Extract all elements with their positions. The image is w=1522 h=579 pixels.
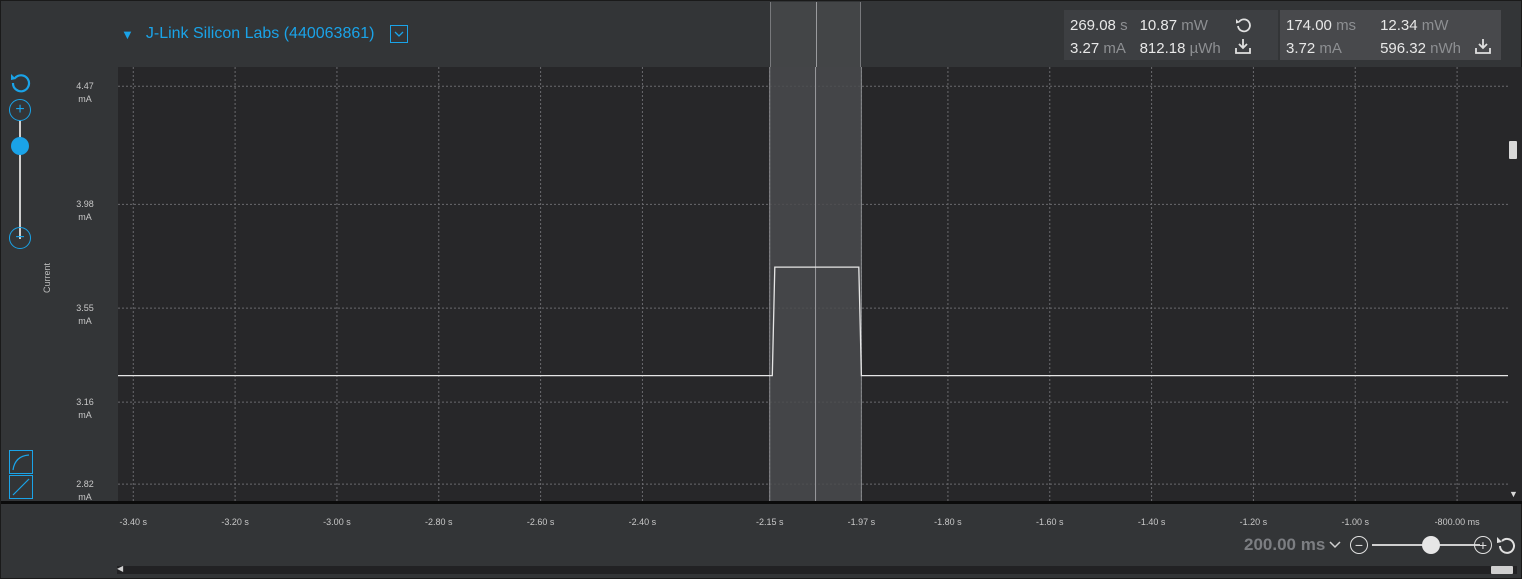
x-tick-label: -2.80 s xyxy=(425,517,453,527)
selection-duration-unit: ms xyxy=(1336,17,1357,34)
time-per-div-selector[interactable]: 200.00 ms xyxy=(1244,535,1341,555)
current-plot[interactable] xyxy=(118,67,1508,501)
y-tick-unit: mA xyxy=(78,492,92,503)
x-reset-icon[interactable] xyxy=(1496,535,1516,555)
x-tick-label: -3.40 s xyxy=(119,517,148,527)
y-zoom-out-button[interactable]: − xyxy=(9,227,31,249)
selection-stats-col-1: 174.00 ms 3.72 mA xyxy=(1280,10,1362,60)
window-power: 10.87 xyxy=(1139,17,1178,34)
chevron-down-icon[interactable] xyxy=(390,25,409,43)
selection-power-unit: mW xyxy=(1421,17,1449,34)
y-tick-label: 4.47 mA xyxy=(67,80,103,106)
x-tick-label: -2.40 s xyxy=(628,517,657,527)
x-tick-label: -2.60 s xyxy=(526,517,555,527)
x-tick-label: -2.15 s xyxy=(755,517,784,527)
window-energy: 812.18 xyxy=(1139,40,1186,57)
window-energy-unit: µWh xyxy=(1189,40,1221,57)
window-stat-actions xyxy=(1227,10,1259,60)
window-power-unit: mW xyxy=(1181,17,1208,34)
chevron-down-icon[interactable] xyxy=(1329,540,1341,550)
line-style-curve-button[interactable] xyxy=(9,450,33,474)
export-selection-icon[interactable] xyxy=(1475,38,1491,54)
x-tick-label: -1.97 s xyxy=(847,517,876,527)
window-stats-col-2: 10.87 mW 812.18 µWh xyxy=(1134,10,1227,60)
vertical-scroll-thumb[interactable] xyxy=(1509,141,1517,159)
device-name: J-Link Silicon Labs (440063861) xyxy=(145,25,375,42)
selection-stat-actions xyxy=(1467,10,1499,60)
horizontal-scrollbar[interactable]: ◀ xyxy=(117,564,1517,574)
x-tick-label: -3.00 s xyxy=(323,517,351,527)
horizontal-scroll-thumb[interactable] xyxy=(1491,566,1513,574)
line-style-linear-button[interactable] xyxy=(9,475,33,499)
cursor-header-line xyxy=(815,2,817,67)
x-tick-label: -1.40 s xyxy=(1137,517,1166,527)
x-tick-label: -800.00 ms xyxy=(1434,517,1480,527)
y-tick-value: 3.16 xyxy=(76,397,94,408)
vertical-zoom-control: + − xyxy=(9,71,31,251)
x-zoom-out-button[interactable]: − xyxy=(1350,536,1368,554)
y-tick-unit: mA xyxy=(78,410,92,421)
plot-divider xyxy=(1,501,1522,504)
y-tick-value: 3.55 xyxy=(76,303,94,314)
window-current-unit: mA xyxy=(1103,40,1126,57)
x-tick-label: -1.60 s xyxy=(1035,517,1064,527)
selection-current: 3.72 xyxy=(1286,40,1316,57)
linear-icon xyxy=(12,478,30,496)
horizontal-zoom-control: − + xyxy=(1350,536,1520,556)
selection-stats-panel: 174.00 ms 3.72 mA 12.34 mW 596.32 nWh xyxy=(1280,10,1501,60)
y-zoom-in-button[interactable]: + xyxy=(9,99,31,121)
x-tick-label: -1.00 s xyxy=(1341,517,1370,527)
selection-energy-unit: nWh xyxy=(1430,40,1461,57)
reset-icon[interactable] xyxy=(1235,17,1251,33)
y-tick-label: 3.98 mA xyxy=(67,198,103,224)
y-tick-unit: mA xyxy=(78,212,92,223)
window-stats-col-1: 269.08 s 3.27 mA xyxy=(1064,10,1134,60)
selection-current-unit: mA xyxy=(1319,40,1342,57)
selection-duration: 174.00 xyxy=(1286,17,1332,34)
x-tick-label: -1.80 s xyxy=(934,517,962,527)
time-per-div-value: 200.00 ms xyxy=(1244,535,1326,554)
y-reset-icon[interactable] xyxy=(9,71,31,93)
y-tick-value: 2.82 xyxy=(76,479,94,490)
window-current: 3.27 xyxy=(1070,40,1100,57)
y-zoom-track[interactable] xyxy=(19,121,21,239)
curve-icon xyxy=(12,454,30,471)
selection-energy: 596.32 xyxy=(1380,40,1426,57)
current-trace xyxy=(118,266,1508,377)
y-tick-value: 3.98 xyxy=(76,199,94,210)
window-duration: 269.08 xyxy=(1070,17,1116,34)
scroll-down-arrow-icon[interactable]: ▼ xyxy=(1509,489,1518,499)
x-zoom-knob[interactable] xyxy=(1422,536,1440,554)
y-axis-label: Current xyxy=(42,263,52,294)
x-tick-label: -3.20 s xyxy=(221,517,249,527)
y-tick-label: 2.82 mA xyxy=(67,478,103,504)
y-zoom-knob[interactable] xyxy=(11,137,29,155)
export-icon[interactable] xyxy=(1234,38,1251,54)
device-selector[interactable]: ▼ J-Link Silicon Labs (440063861) xyxy=(121,25,409,43)
collapse-triangle-icon[interactable]: ▼ xyxy=(121,26,134,42)
y-tick-unit: mA xyxy=(78,94,92,105)
vertical-scrollbar[interactable]: ▼ xyxy=(1508,67,1522,501)
y-tick-unit: mA xyxy=(78,316,92,327)
selection-stats-col-2: 12.34 mW 596.32 nWh xyxy=(1362,10,1467,60)
x-zoom-in-button[interactable]: + xyxy=(1474,536,1492,554)
selection-power: 12.34 xyxy=(1380,17,1418,34)
window-duration-unit: s xyxy=(1120,17,1128,34)
plot-canvas[interactable] xyxy=(118,67,1508,501)
window-stats-panel: 269.08 s 3.27 mA 10.87 mW 812.18 µWh xyxy=(1064,10,1278,60)
y-tick-label: 3.16 mA xyxy=(67,396,103,422)
y-tick-value: 4.47 xyxy=(76,81,94,92)
scroll-left-arrow-icon[interactable]: ◀ xyxy=(117,564,124,573)
x-tick-label: -1.20 s xyxy=(1239,517,1268,527)
y-tick-label: 3.55 mA xyxy=(67,302,103,328)
